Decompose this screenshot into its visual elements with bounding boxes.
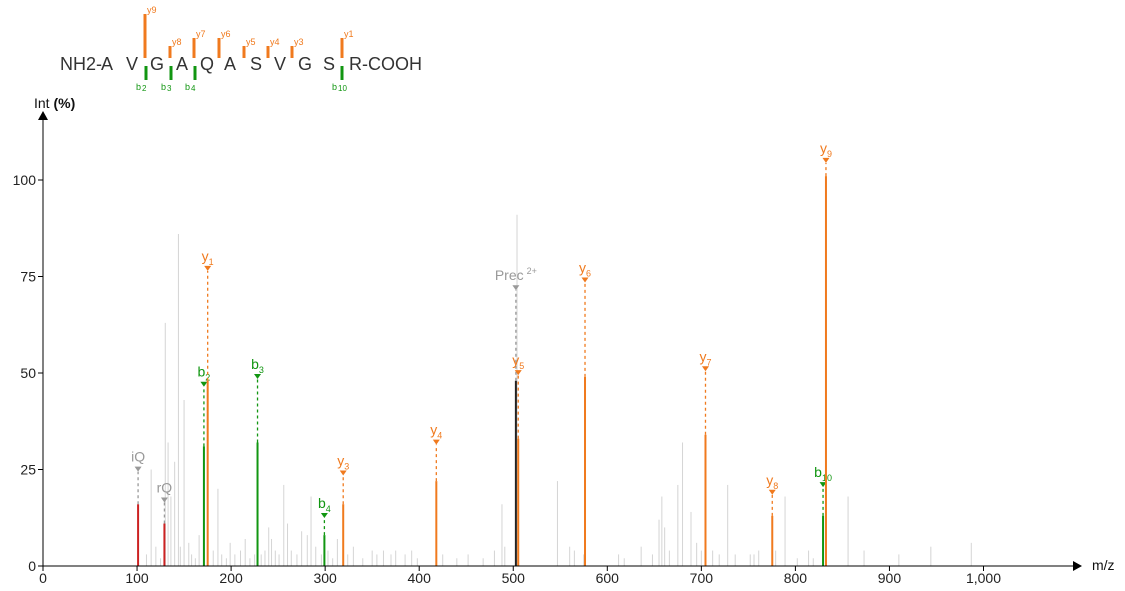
x-tick-label: 200 [219,570,243,586]
peak-marker-icon [320,512,328,518]
peak-label: b10 [814,464,832,483]
y-tick-label: 100 [13,172,37,188]
x-tick-label: 0 [39,570,47,586]
y-cleavage-label: y3 [294,37,304,47]
peak-y6: y6 [579,260,591,566]
x-tick-label: 700 [690,570,714,586]
peak-marker-icon [514,370,522,376]
x-tick-label: 100 [125,570,149,586]
peak-y7: y7 [699,348,711,566]
peptide-residue: Q [200,54,214,74]
x-tick-label: 800 [784,570,808,586]
peak-y4: y4 [430,422,442,566]
y-tick-label: 0 [28,558,36,574]
peak-marker-icon [581,277,589,283]
x-tick-label: 300 [313,570,337,586]
peak-label: rQ [157,480,173,496]
b-cleavage-label: b4 [185,82,196,93]
x-tick-label: 500 [502,570,526,586]
y-cleavage-label: y6 [221,29,231,39]
peptide-residue: V [126,54,138,74]
peptide-residue: G [298,54,312,74]
peak-iq: iQ [131,449,145,566]
peptide-residue: S [250,54,262,74]
y-cleavage-label: y5 [246,37,256,47]
y-cleavage-label: y1 [344,29,354,39]
peak-marker-icon [822,157,830,163]
peak-label: y1 [202,248,214,267]
y-cleavage-label: y7 [196,29,206,39]
peptide-residue: V [274,54,286,74]
peak-rq: rQ [157,480,173,566]
y-axis-arrow-icon [38,111,48,120]
chart-axes: Int (%) m/z 0 100 200 300 400 500 600 700 800 900… [13,95,1115,586]
peak-marker-icon [200,381,208,387]
peak-label: iQ [131,449,145,465]
peak-y9: y9 [820,140,832,566]
peptide-residue: A [224,54,236,74]
peak-label: y5 [512,352,524,371]
peptide-residue: G [150,54,164,74]
x-tick-label: 900 [878,570,902,586]
y-cleavage-label: y9 [147,5,157,15]
y-axis-label: Int (%) [34,95,75,111]
peak-b10: b10 [814,464,832,566]
peak-label: b2 [198,364,211,383]
y-tick-label: 75 [20,269,36,285]
peak-label: Prec 2+ [495,266,537,283]
peak-y1: y1 [202,248,214,566]
peak-marker-icon [512,285,520,291]
x-tick-label: 1,000 [966,570,1001,586]
x-tick-label: 400 [408,570,432,586]
peak-label: b4 [318,495,331,514]
y-cleavage-label: y8 [172,37,182,47]
peak-label: y7 [699,348,711,367]
peak-marker-icon [160,497,168,503]
peak-label: y8 [766,472,778,491]
peak-marker-icon [339,470,347,476]
background-peaks [145,214,972,566]
peak-y5: y5 [512,352,524,566]
b-cleavage-label: b10 [332,82,347,93]
peak-b3: b3 [251,356,264,566]
peak-label: y6 [579,260,591,279]
peptide-residue: A [101,54,113,74]
peak-marker-icon [819,482,827,488]
y-axis-ticks: 0 25 50 75 100 [13,172,43,574]
b-cleavage-label: b2 [136,82,147,93]
peak-label: y3 [337,453,349,472]
peptide-nterm: NH2- [60,54,102,74]
peak-marker-icon [204,265,212,271]
peak-y8: y8 [766,472,778,566]
b-cleavage-label: b3 [161,82,172,93]
peak-marker-icon [701,366,709,372]
x-axis-ticks: 0 100 200 300 400 500 600 700 800 900 1,000 [39,566,1001,586]
peptide-cterm: R-COOH [349,54,422,74]
y-tick-label: 25 [20,462,36,478]
x-axis-label: m/z [1092,557,1115,573]
y-tick-label: 50 [20,365,36,381]
peak-y3: y3 [337,453,349,566]
peptide-residue: A [176,54,188,74]
peak-b4: b4 [318,495,331,566]
peak-marker-icon [254,374,262,379]
peak-label: b3 [251,356,264,375]
x-axis-arrow-icon [1073,561,1082,571]
peak-prec-2+: Prec 2+ [495,266,537,566]
peak-label: y4 [430,422,442,441]
peak-marker-icon [134,466,142,472]
peptide-residue: S [323,54,335,74]
peak-label: y9 [820,140,832,159]
peak-marker-icon [768,489,776,495]
x-tick-label: 600 [596,570,620,586]
peak-marker-icon [432,439,440,445]
y-cleavage-label: y4 [270,37,280,47]
